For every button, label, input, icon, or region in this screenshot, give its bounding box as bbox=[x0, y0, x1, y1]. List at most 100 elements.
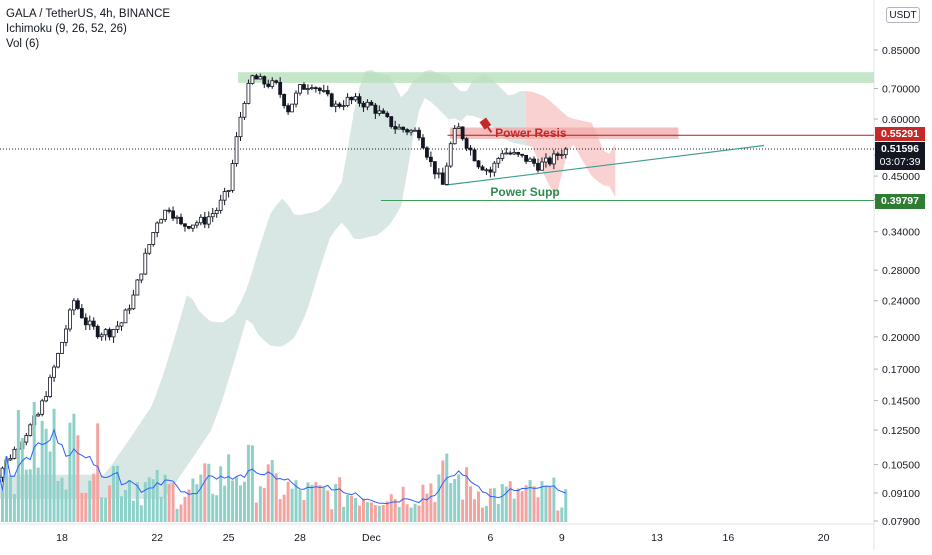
candle-body bbox=[191, 225, 194, 228]
candle-body bbox=[421, 138, 424, 148]
ichimoku-cloud-bullish bbox=[0, 70, 526, 499]
candle-body bbox=[80, 308, 83, 317]
symbol-title[interactable]: GALA / TetherUS, 4h, BINANCE bbox=[6, 7, 170, 22]
volume-bar bbox=[255, 503, 258, 522]
candle-body bbox=[132, 295, 135, 309]
volume-bar bbox=[461, 500, 464, 522]
volume-bar bbox=[275, 473, 278, 522]
volume-bar bbox=[37, 468, 40, 522]
volume-bar bbox=[88, 481, 91, 522]
volume-bar bbox=[223, 486, 226, 522]
candle-body bbox=[287, 106, 290, 112]
candle-body bbox=[485, 170, 488, 171]
candle-body bbox=[136, 280, 139, 295]
volume-indicator-label[interactable]: Vol (6) bbox=[6, 37, 170, 52]
candle-body bbox=[243, 103, 246, 117]
volume-bar bbox=[362, 499, 365, 522]
volume-bar bbox=[358, 506, 361, 522]
candle-body bbox=[418, 130, 421, 137]
volume-bar bbox=[414, 504, 417, 522]
candle-body bbox=[100, 335, 103, 337]
volume-bar bbox=[64, 490, 67, 522]
candle-body bbox=[306, 88, 309, 89]
volume-bar bbox=[120, 496, 123, 522]
candle-body bbox=[275, 81, 278, 83]
candle-body bbox=[187, 226, 190, 228]
candle-body bbox=[53, 367, 56, 377]
volume-bar bbox=[76, 435, 79, 522]
candle-body bbox=[390, 117, 393, 127]
candle-body bbox=[564, 149, 567, 154]
volume-bar bbox=[533, 486, 536, 522]
candle-body bbox=[223, 192, 226, 201]
candle-body bbox=[406, 130, 409, 132]
volume-bar bbox=[477, 491, 480, 522]
volume-bar bbox=[350, 496, 353, 522]
candle-body bbox=[358, 97, 361, 104]
candle-body bbox=[552, 154, 555, 164]
candle-body bbox=[402, 127, 405, 129]
candle-body bbox=[517, 152, 520, 154]
candle-body bbox=[120, 323, 123, 326]
volume-bar bbox=[203, 463, 206, 522]
candle-body bbox=[247, 83, 250, 103]
volume-bar bbox=[552, 478, 555, 522]
volume-bar bbox=[108, 485, 111, 522]
candle-body bbox=[37, 414, 40, 416]
candle-body bbox=[180, 217, 183, 224]
volume-bar bbox=[195, 484, 198, 522]
volume-bar bbox=[243, 482, 246, 522]
volume-bar bbox=[100, 497, 103, 522]
candle-body bbox=[283, 94, 286, 105]
candle-body bbox=[164, 210, 167, 219]
volume-bar bbox=[302, 500, 305, 522]
x-tick-label: 13 bbox=[651, 532, 663, 544]
candle-body bbox=[104, 330, 107, 335]
candle-body bbox=[433, 162, 436, 174]
volume-bar bbox=[199, 475, 202, 522]
candle-body bbox=[493, 163, 496, 172]
volume-bar bbox=[429, 483, 432, 522]
volume-bar bbox=[33, 402, 36, 522]
y-tick-label: 0.12500 bbox=[882, 425, 920, 437]
candle-body bbox=[481, 167, 484, 170]
currency-button[interactable]: USDT bbox=[886, 7, 920, 23]
x-tick-label: 28 bbox=[294, 532, 306, 544]
candle-body bbox=[9, 458, 12, 460]
y-tick-label: 0.70000 bbox=[882, 83, 920, 95]
candle-body bbox=[354, 97, 357, 100]
candle-body bbox=[529, 159, 532, 161]
candle-body bbox=[183, 224, 186, 227]
candle-body bbox=[172, 211, 175, 218]
volume-bar bbox=[80, 493, 83, 522]
candle-body bbox=[41, 401, 44, 414]
volume-bar bbox=[326, 491, 329, 522]
volume-bar bbox=[180, 504, 183, 522]
ichimoku-indicator-label[interactable]: Ichimoku (9, 26, 52, 26) bbox=[6, 22, 170, 37]
candle-body bbox=[64, 329, 67, 342]
x-tick-label: 16 bbox=[723, 532, 735, 544]
volume-bar bbox=[346, 495, 349, 522]
candle-body bbox=[49, 377, 52, 396]
candle-body bbox=[453, 129, 456, 144]
y-tick-label: 0.07900 bbox=[882, 516, 920, 528]
y-tick-label: 0.09100 bbox=[882, 488, 920, 500]
volume-bar bbox=[271, 460, 274, 522]
volume-bar bbox=[441, 461, 444, 522]
candle-body bbox=[544, 158, 547, 162]
candle-body bbox=[548, 158, 551, 164]
volume-bar bbox=[207, 464, 210, 522]
candle-body bbox=[231, 164, 234, 191]
volume-bar bbox=[366, 502, 369, 522]
candle-body bbox=[469, 148, 472, 150]
volume-bar bbox=[215, 495, 218, 522]
volume-bar bbox=[473, 499, 476, 522]
volume-bar bbox=[49, 451, 52, 522]
candle-body bbox=[203, 217, 206, 224]
candle-body bbox=[13, 449, 16, 458]
candle-body bbox=[461, 127, 464, 139]
candle-body bbox=[540, 162, 543, 170]
bar-countdown: 03:07:39 bbox=[875, 156, 925, 169]
